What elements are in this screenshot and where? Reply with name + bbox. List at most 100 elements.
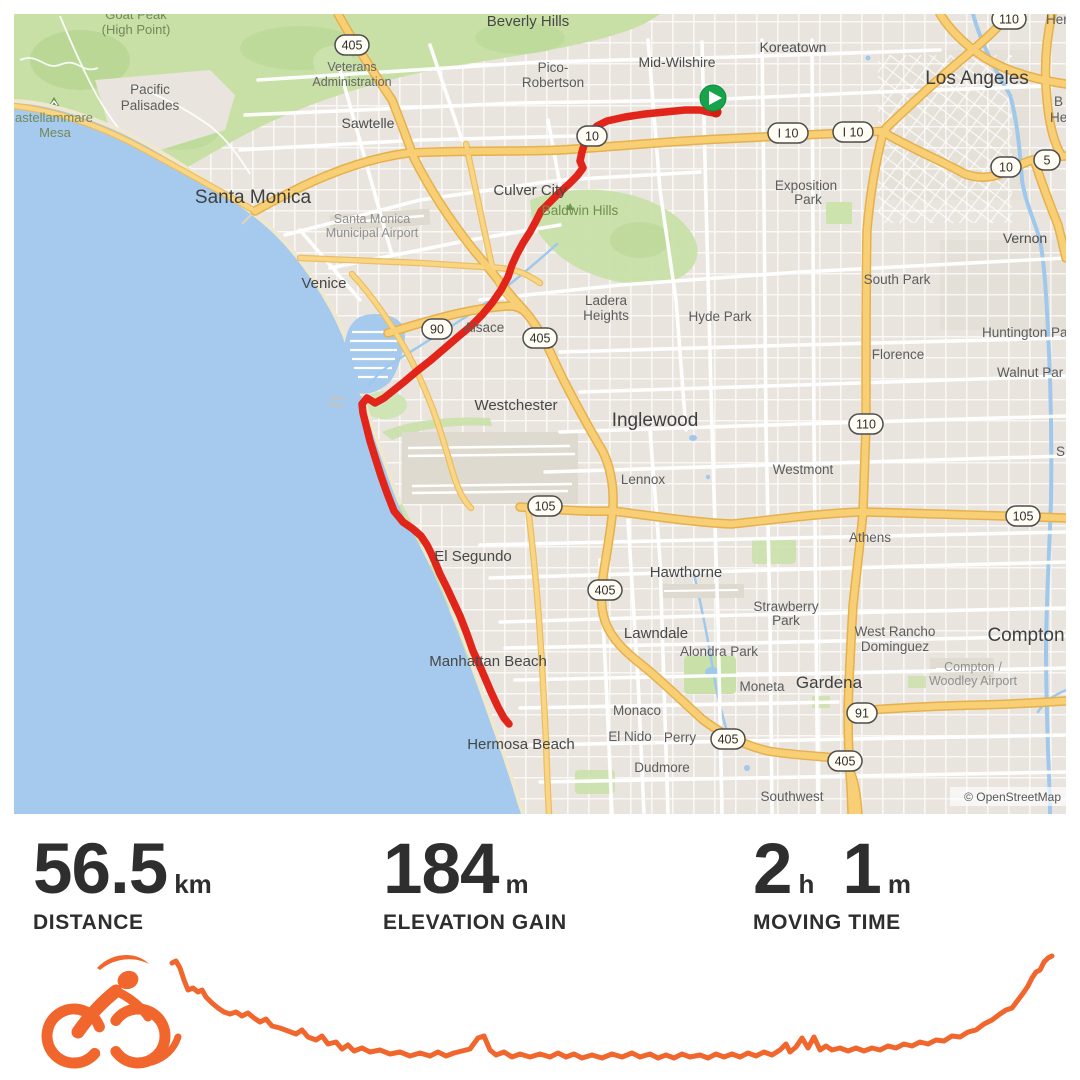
distance-unit: km [174, 869, 212, 899]
shield-90: 90 [421, 318, 453, 340]
map-label: Hyde Park [688, 309, 751, 324]
map-label: Lawndale [624, 625, 688, 642]
front-wheel [110, 1003, 171, 1069]
time-hours-unit: h [798, 869, 815, 899]
airport-areas [329, 208, 994, 680]
map-label: Mid-Wilshire [639, 54, 716, 70]
map-label: Manhattan Beach [429, 653, 547, 670]
map-label: El Nido [608, 729, 652, 744]
map-label: Alondra Park [680, 644, 758, 659]
map-label: Huntington Pa [982, 325, 1066, 340]
map-label: West Rancho [855, 624, 936, 639]
shield-110: 110 [991, 14, 1027, 30]
pier [241, 212, 254, 225]
map-label: Goat Peak [105, 14, 167, 22]
elevation-profile-line [169, 953, 1055, 1061]
map-label: Perry [664, 730, 697, 745]
distance-label: DISTANCE [33, 911, 144, 934]
map-label: Florence [872, 347, 925, 362]
ocean [14, 103, 521, 814]
map-label: Alsace [464, 320, 505, 335]
rider-body [71, 984, 123, 1039]
shield-110: 110 [848, 413, 884, 435]
elevation-label: ELEVATION GAIN [383, 911, 567, 934]
elevation-section [41, 953, 1055, 1069]
shield-105: 105 [527, 495, 563, 517]
map-label: Robertson [522, 75, 584, 90]
map-label: Walnut Par [997, 365, 1064, 380]
svg-text:I 10: I 10 [778, 127, 799, 141]
map-label: Municipal Airport [326, 226, 419, 240]
svg-text:90: 90 [430, 323, 444, 337]
map-label: (High Point) [102, 22, 171, 37]
stat-moving-time: 2 h 1 m MOVING TIME [753, 834, 911, 933]
map-label: Park [794, 192, 822, 207]
start-marker [699, 84, 727, 112]
map-label: Beverly Hills [487, 14, 570, 30]
map-label: Venice [301, 275, 346, 292]
map-label: South Park [864, 272, 931, 287]
shield-10: 10 [576, 125, 608, 147]
map-label: Heights [583, 308, 629, 323]
attribution-text: © OpenStreetMap [964, 790, 1061, 804]
map-label: Vernon [1003, 230, 1047, 246]
map-label: Santa Monica [195, 187, 312, 208]
stat-distance: 56.5 km DISTANCE [33, 834, 212, 933]
map-label: Westmont [773, 462, 834, 477]
map-label: Mesa [39, 125, 72, 140]
shield-405: 405 [334, 34, 370, 56]
map-attribution: © OpenStreetMap [950, 787, 1066, 806]
time-hours-value: 2 [753, 830, 792, 909]
shield-405: 405 [522, 327, 558, 349]
elevation-value: 184 [383, 830, 499, 909]
wheel-swoosh [148, 1033, 182, 1066]
map-label: Southwest [760, 789, 823, 804]
map-label: Exposition [775, 178, 837, 193]
shield-i10: I 10 [767, 122, 809, 144]
stat-elevation-gain: 184 m ELEVATION GAIN [383, 834, 567, 933]
map-labels: Goat Peak (High Point) astellammare Mesa… [15, 14, 1066, 804]
santa-monica-airport [329, 208, 431, 232]
svg-text:405: 405 [342, 39, 363, 53]
rider-arm [113, 987, 153, 1022]
shield-405: 405 [587, 579, 623, 601]
shield-105: 105 [1005, 505, 1041, 527]
map-label: Strawberry [753, 599, 819, 614]
shield-405: 405 [710, 728, 746, 750]
map-label: Hawthorne [650, 564, 723, 581]
map-label: Compton [987, 625, 1064, 646]
svg-text:I 10: I 10 [843, 126, 864, 140]
map-label: Her [1046, 14, 1066, 27]
helmet-swoosh [97, 955, 149, 970]
shield-91: 91 [846, 702, 878, 724]
svg-text:105: 105 [1013, 510, 1034, 524]
map-label: Los Angeles [925, 68, 1029, 89]
svg-text:110: 110 [999, 14, 1019, 27]
svg-text:5: 5 [1044, 154, 1051, 168]
map-label: Ladera [585, 293, 628, 308]
moving-time-label: MOVING TIME [753, 911, 901, 934]
map-label: Veterans [327, 60, 376, 74]
highway-shields: 405 110 10 I 10 I 10 10 5 90 405 105 105… [334, 14, 1061, 772]
map-label: Dominguez [861, 639, 930, 654]
map-label: Baldwin Hills [542, 203, 619, 218]
svg-text:405: 405 [530, 332, 551, 346]
arterial-roads [238, 38, 1066, 814]
map-label: Woodley Airport [929, 674, 1018, 688]
jetty [327, 395, 345, 408]
svg-text:91: 91 [855, 707, 869, 721]
map-label: Monaco [613, 703, 661, 718]
time-minutes-value: 1 [842, 830, 881, 909]
shield-5: 5 [1033, 149, 1061, 171]
map-label: Moneta [739, 679, 785, 694]
map-label: Santa Monica [334, 212, 410, 226]
map-label: Park [772, 613, 800, 628]
map-label: Koreatown [760, 39, 827, 55]
rider-head [117, 970, 139, 990]
route-path [358, 106, 720, 728]
svg-text:105: 105 [535, 500, 556, 514]
distance-value: 56.5 [33, 830, 168, 909]
svg-text:10: 10 [999, 161, 1013, 175]
map-label: astellammare [15, 110, 93, 125]
